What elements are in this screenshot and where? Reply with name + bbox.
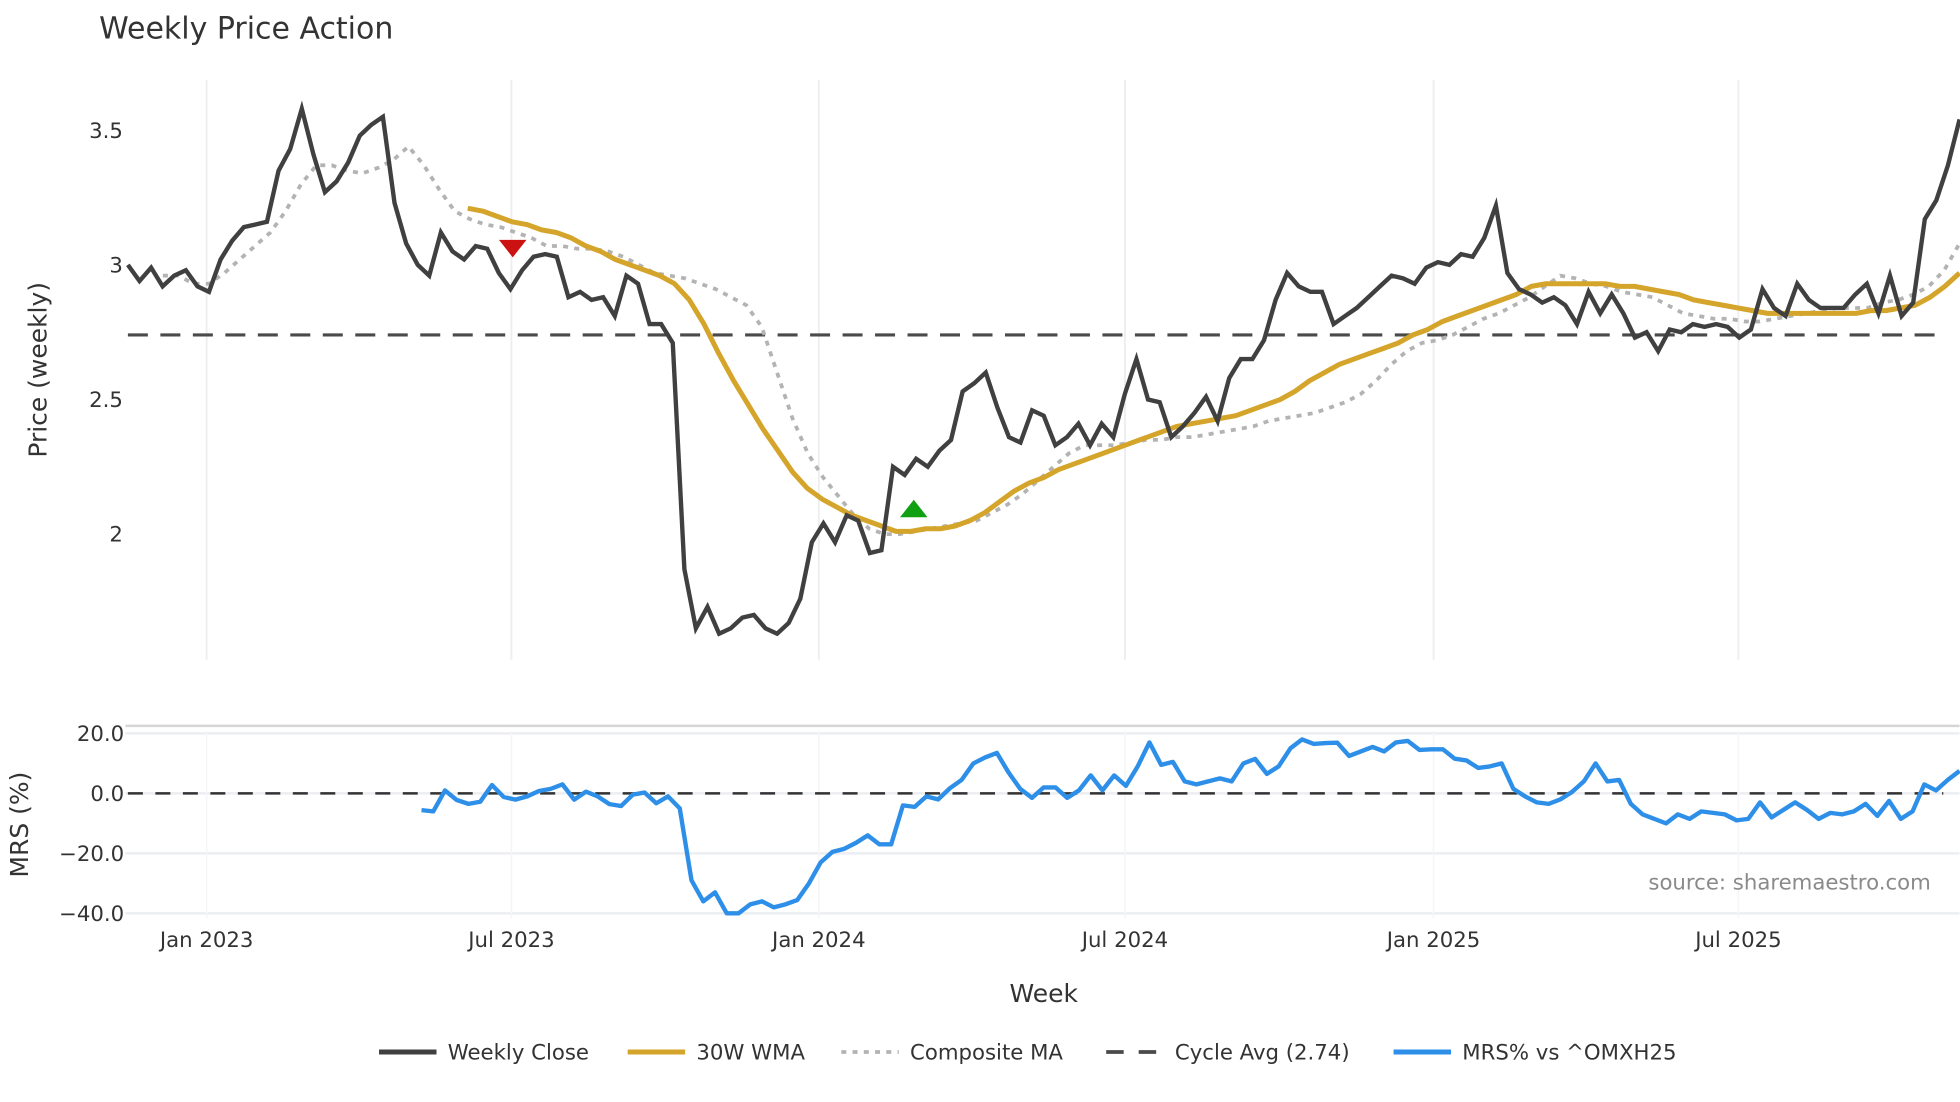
price-y-axis-title: Price (weekly) xyxy=(24,282,53,458)
buy-signal-marker-icon xyxy=(900,499,928,518)
mrs-y-axis-title: MRS (%) xyxy=(5,772,34,878)
x-tick-label: Jul 2025 xyxy=(1693,928,1781,953)
chart-title: Weekly Price Action xyxy=(99,12,393,47)
price-y-ticks: 2 2.5 3 3.5 xyxy=(89,119,123,548)
legend-label: 30W WMA xyxy=(696,1041,805,1066)
sell-signal-marker-icon xyxy=(498,239,527,258)
x-tick-label: Jan 2024 xyxy=(770,928,866,953)
x-axis-ticks: Jan 2023 Jul 2023 Jan 2024 Jul 2024 Jan 2025… xyxy=(158,928,1782,953)
mrs-y-tick-label: 20.0 xyxy=(77,722,124,747)
mrs-y-ticks: 20.0 0.0 −20.0 −40.0 xyxy=(59,722,124,927)
legend-item[interactable]: Composite MA xyxy=(841,1041,1063,1066)
price-y-tick-label: 2.5 xyxy=(89,388,123,413)
legend-label: Cycle Avg (2.74) xyxy=(1175,1041,1350,1066)
price-y-tick-label: 3.5 xyxy=(89,119,123,144)
x-axis-title: Week xyxy=(1010,979,1079,1008)
x-tick-label: Jul 2023 xyxy=(466,928,554,953)
x-tick-label: Jan 2025 xyxy=(1385,928,1481,953)
legend-item[interactable]: Weekly Close xyxy=(379,1041,589,1066)
price-y-tick-label: 3 xyxy=(109,253,123,278)
price-y-tick-label: 2 xyxy=(109,523,123,548)
x-tick-label: Jan 2023 xyxy=(158,928,254,953)
price-vertical-gridlines xyxy=(205,79,1740,660)
mrs-panel: 20.0 0.0 −20.0 −40.0 MRS (%) source: sharem… xyxy=(5,722,1960,927)
legend-label: Composite MA xyxy=(910,1041,1063,1066)
mrs-y-tick-label: 0.0 xyxy=(90,782,124,807)
x-tick-label: Jul 2024 xyxy=(1080,928,1168,953)
source-annotation: source: sharemaestro.com xyxy=(1648,871,1930,896)
composite-ma-line xyxy=(162,143,1960,537)
mrs-line xyxy=(421,737,1960,916)
legend-label: Weekly Close xyxy=(448,1041,589,1066)
price-panel: 2 2.5 3 3.5 Price (weekly) xyxy=(24,79,1960,660)
weekly-close-line xyxy=(126,100,1960,637)
mrs-y-tick-label: −40.0 xyxy=(59,902,124,927)
legend-item[interactable]: 30W WMA xyxy=(627,1041,806,1066)
legend: Weekly Close 30W WMA Composite MA Cycle Avg… xyxy=(379,1041,1677,1066)
legend-item[interactable]: Cycle Avg (2.74) xyxy=(1106,1041,1350,1066)
legend-item[interactable]: MRS% vs ^OMXH25 xyxy=(1393,1041,1677,1066)
mrs-y-tick-label: −20.0 xyxy=(59,842,124,867)
wma30-line xyxy=(467,205,1960,534)
legend-label: MRS% vs ^OMXH25 xyxy=(1462,1041,1676,1066)
